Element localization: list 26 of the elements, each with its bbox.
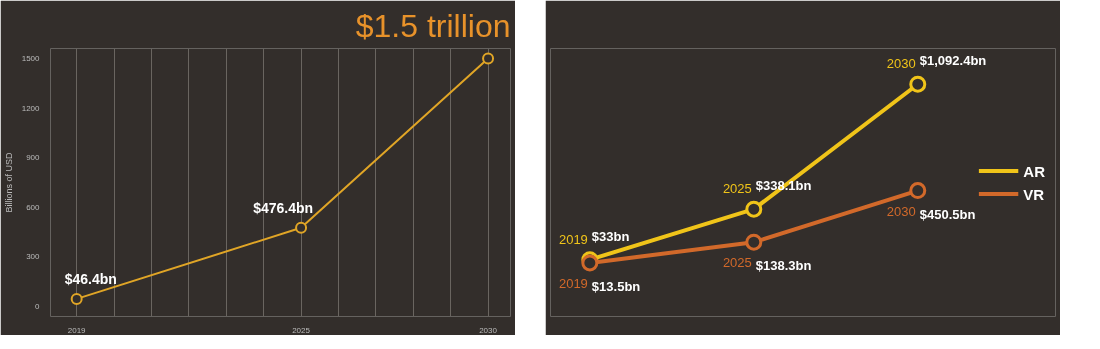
annotation: 2019: [558, 231, 588, 247]
text: 2030: [886, 56, 916, 72]
data-label: $46.4bn: [64, 270, 117, 287]
y-tick-label: 1500: [21, 53, 41, 63]
y-tick-label: 300: [26, 252, 41, 262]
annotation: 2030: [886, 203, 916, 219]
x-tick-label: 2030: [479, 325, 498, 335]
annotation: 2025: [722, 255, 752, 271]
data-label: $1,092.4bn: [919, 53, 987, 69]
legend-label: VR: [1023, 185, 1045, 202]
data-label: $138.3bn: [755, 258, 812, 274]
y-tick-label: 1200: [21, 103, 41, 113]
x-tick-label: 2019: [67, 325, 87, 335]
legend-label: AR: [1023, 162, 1045, 179]
y-axis-title: Billions of USD: [3, 151, 14, 213]
data-label: $476.4bn: [253, 199, 314, 216]
data-label: $450.5bn: [919, 206, 976, 222]
y-tick-label: 600: [26, 202, 41, 212]
y-tick-label: 0: [35, 302, 41, 312]
x-tick-label: 2025: [292, 325, 311, 335]
y-tick-label: 900: [26, 153, 41, 163]
text: 2019: [558, 275, 588, 291]
chart-title: $1.5 trillion: [355, 7, 511, 44]
data-label: $33bn: [591, 228, 630, 244]
annotation: 2025: [722, 181, 752, 197]
data-label: $13.5bn: [591, 278, 641, 294]
